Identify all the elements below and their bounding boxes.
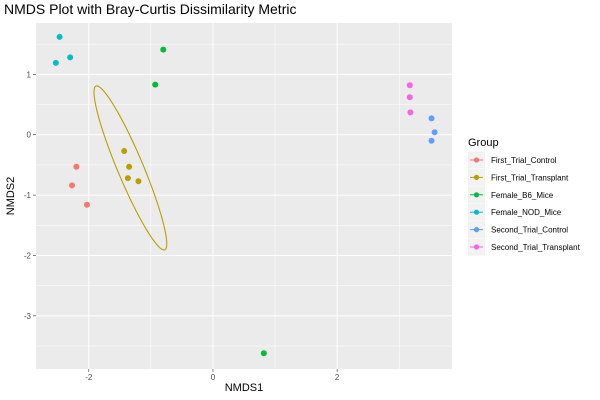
legend-label: Female_B6_Mice [491, 191, 554, 200]
point-first-trial-transplant [124, 175, 131, 182]
point-second-trial-transplant [406, 82, 413, 89]
ellipse-first-trial-transplant [93, 85, 168, 251]
point-female-nod-mice [56, 33, 63, 40]
point-first-trial-control [83, 201, 90, 208]
point-female-b6-mice [152, 81, 159, 88]
point-first-trial-transplant [121, 148, 128, 155]
legend-item-first-trial-control: First_Trial_Control [468, 151, 557, 169]
legend-key-point [473, 192, 480, 198]
y-tick-label: -3 [24, 312, 32, 321]
point-first-trial-control [69, 182, 76, 189]
legend-item-second-trial-transplant: Second_Trial_Transplant [468, 238, 581, 256]
minor-gridlines [36, 23, 452, 369]
y-tick-label: 1 [27, 70, 32, 79]
major-gridlines [36, 23, 452, 369]
x-tick-label: 2 [335, 373, 340, 382]
chart-title: NMDS Plot with Bray-Curtis Dissimilarity… [4, 1, 296, 17]
x-tick-label: 0 [211, 373, 216, 382]
x-tick-label: -2 [85, 373, 93, 382]
legend-key-point [473, 174, 480, 180]
plot-panel [36, 23, 452, 369]
y-tick-label: -2 [24, 251, 32, 260]
legend-item-female-b6-mice: Female_B6_Mice [468, 186, 554, 204]
point-second-trial-transplant [407, 109, 414, 116]
legend-label: Second_Trial_Control [491, 226, 568, 235]
legend-label: First_Trial_Control [491, 156, 557, 165]
legend-item-first-trial-transplant: First_Trial_Transplant [468, 168, 569, 186]
x-axis-title: NMDS1 [225, 382, 264, 394]
legend-key-point [473, 209, 480, 215]
confidence-ellipses [93, 85, 168, 251]
point-second-trial-transplant [406, 94, 413, 101]
data-points [52, 33, 438, 357]
point-second-trial-control [428, 137, 435, 144]
legend-label: Female_NOD_Mice [491, 208, 562, 217]
legend-item-female-nod-mice: Female_NOD_Mice [468, 203, 562, 221]
legend-label: First_Trial_Transplant [491, 173, 569, 182]
y-tick-label: 0 [27, 131, 32, 140]
legend-key-point [473, 227, 480, 233]
point-female-nod-mice [67, 54, 74, 61]
legend-key-point [473, 244, 480, 250]
axis-ticks: -2 0 2 -3 -2 -1 0 1 [24, 70, 340, 382]
point-first-trial-control [73, 163, 80, 170]
point-second-trial-control [428, 115, 435, 122]
point-first-trial-transplant [126, 163, 133, 170]
point-first-trial-transplant [135, 178, 142, 185]
point-second-trial-control [431, 129, 438, 136]
point-female-b6-mice [160, 46, 167, 53]
legend-item-second-trial-control: Second_Trial_Control [468, 221, 568, 239]
y-tick-label: -1 [24, 191, 32, 200]
legend-label: Second_Trial_Transplant [491, 243, 581, 252]
point-female-b6-mice [260, 350, 267, 357]
legend: Group First_Trial_Control First_Trial_Tra… [468, 137, 581, 256]
legend-title: Group [468, 137, 499, 149]
point-female-nod-mice [52, 59, 59, 66]
y-axis-title: NMDS2 [5, 177, 17, 216]
legend-key-point [473, 157, 480, 163]
